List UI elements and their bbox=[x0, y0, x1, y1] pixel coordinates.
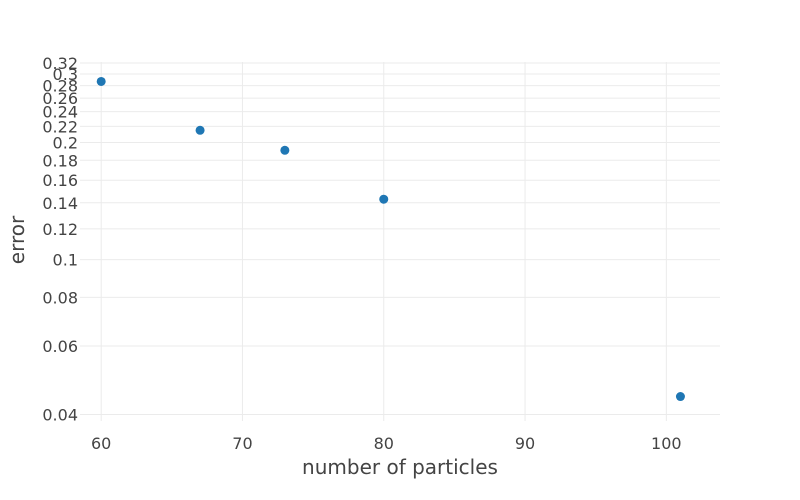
x-tick-label: 60 bbox=[91, 434, 111, 453]
y-tick-label: 0.2 bbox=[53, 133, 78, 152]
y-tick-label: 0.32 bbox=[42, 54, 78, 73]
y-tick-label: 0.06 bbox=[42, 337, 78, 356]
x-grid-lines bbox=[100, 62, 667, 421]
y-tick-label: 0.04 bbox=[42, 406, 78, 425]
x-tick-label: 100 bbox=[651, 434, 682, 453]
y-tick-label: 0.08 bbox=[42, 288, 78, 307]
y-tick-label: 0.28 bbox=[42, 77, 78, 96]
x-tick-label: 90 bbox=[515, 434, 535, 453]
x-axis-title: number of particles bbox=[302, 455, 498, 479]
data-point[interactable] bbox=[195, 125, 205, 135]
data-point[interactable] bbox=[675, 392, 685, 402]
y-tick-label: 0.18 bbox=[42, 151, 78, 170]
y-grid-lines bbox=[80, 62, 720, 416]
x-tick-label: 70 bbox=[232, 434, 252, 453]
x-tick-labels: 60 70 80 90 100 bbox=[91, 434, 682, 453]
y-tick-label: 0.22 bbox=[42, 117, 78, 136]
y-tick-labels: 0.040.060.080.10.120.140.160.180.20.220.… bbox=[42, 54, 78, 424]
y-tick-label: 0.16 bbox=[42, 171, 78, 190]
data-point[interactable] bbox=[280, 145, 290, 155]
y-tick-label: 0.14 bbox=[42, 194, 78, 213]
y-tick-label: 0.3 bbox=[53, 65, 78, 84]
data-point[interactable] bbox=[379, 194, 389, 204]
data-point[interactable] bbox=[96, 76, 106, 86]
data-points bbox=[96, 76, 685, 402]
y-tick-label: 0.12 bbox=[42, 220, 78, 239]
y-tick-label: 0.1 bbox=[53, 251, 78, 270]
x-tick-label: 80 bbox=[374, 434, 394, 453]
y-tick-label: 0.24 bbox=[42, 103, 78, 122]
y-tick-label: 0.26 bbox=[42, 89, 78, 108]
y-axis-title: error bbox=[5, 215, 29, 264]
